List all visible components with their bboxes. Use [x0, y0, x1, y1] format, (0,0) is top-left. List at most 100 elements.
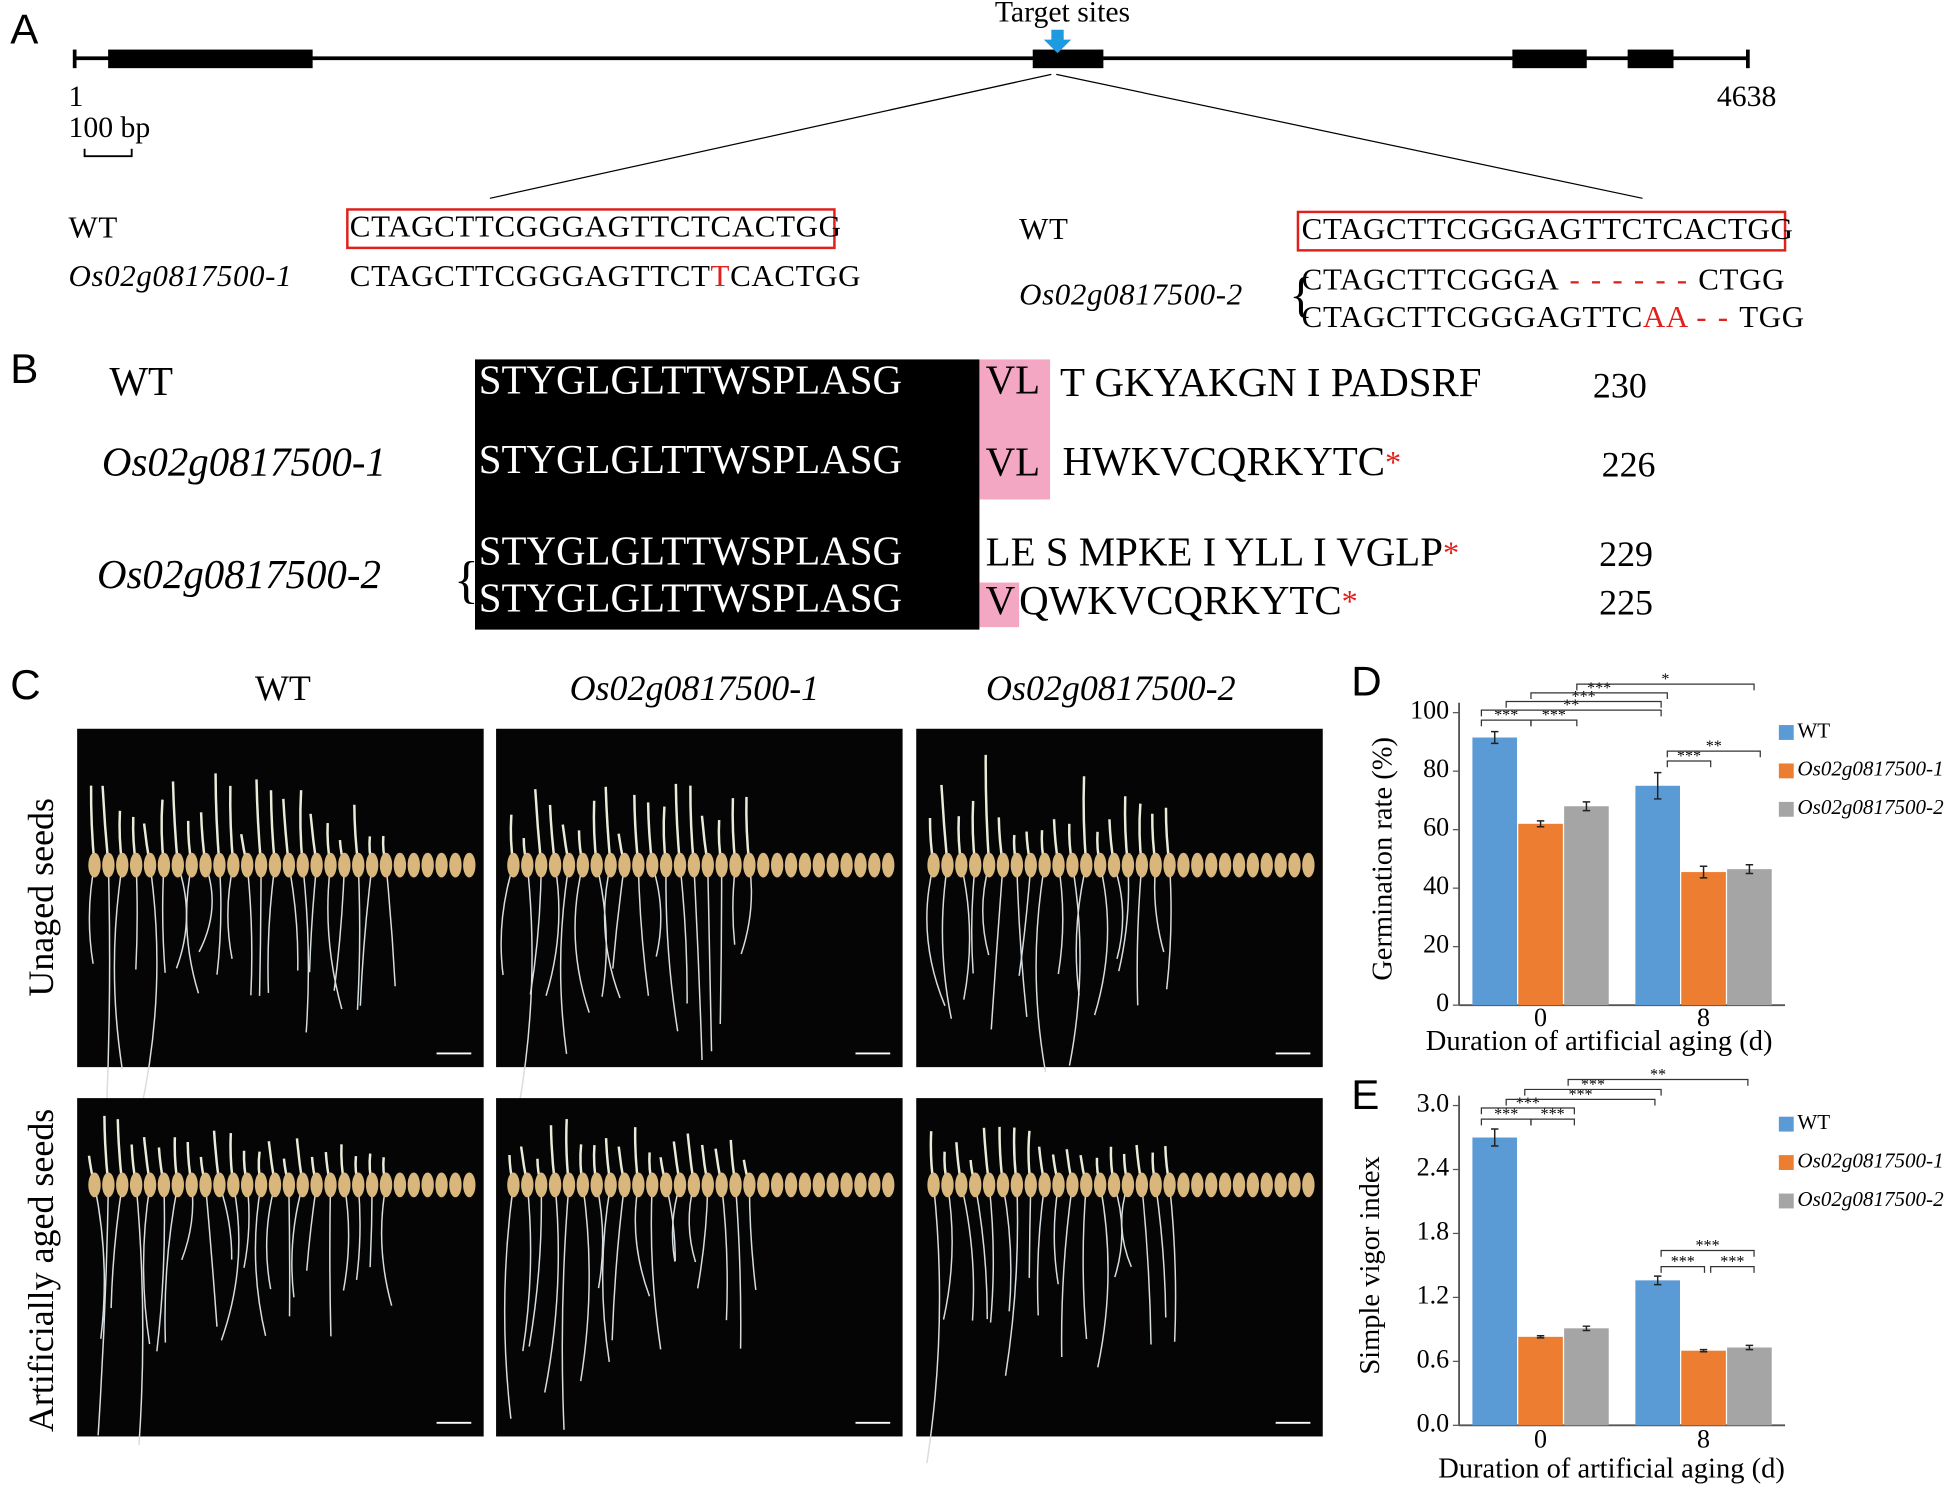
- error-bar: [1653, 1275, 1662, 1286]
- error-bar: [1582, 1325, 1591, 1332]
- seq-part: QWKVCQRKYTC: [1019, 578, 1342, 623]
- seq-rest: HWKVCQRKYTC*: [1062, 439, 1401, 484]
- seed: [379, 852, 393, 878]
- root: [135, 1184, 144, 1446]
- seed: [199, 1172, 212, 1198]
- root: [1035, 864, 1047, 1073]
- root: [693, 865, 703, 1061]
- stop: *: [1342, 583, 1358, 619]
- seed: [1149, 852, 1162, 878]
- seed: [435, 852, 448, 878]
- root: [1002, 1184, 1012, 1312]
- seed: [969, 852, 982, 878]
- seed: [116, 852, 129, 878]
- column-label: WT: [255, 668, 311, 708]
- legend-label: Os02g0817500-2: [1797, 795, 1944, 819]
- significance-bracket: [1710, 1266, 1755, 1273]
- legend-swatch: [1778, 1116, 1794, 1132]
- root: [960, 864, 971, 1000]
- root: [327, 865, 343, 1010]
- wt-label: WT: [68, 210, 117, 245]
- seed: [213, 852, 226, 878]
- seed: [969, 1172, 982, 1198]
- scale-label: 100 bp: [68, 111, 150, 144]
- root: [267, 865, 276, 993]
- seed: [241, 852, 254, 878]
- root: [288, 1184, 291, 1317]
- root: [1075, 864, 1087, 996]
- seed: [1218, 852, 1232, 878]
- seq-deletion: ------: [1569, 262, 1698, 297]
- seq-part: HWKVCQRKYTC: [1062, 439, 1385, 484]
- gene-start: 1: [68, 80, 83, 113]
- seed: [463, 1172, 476, 1198]
- significance-bracket: [1530, 719, 1578, 727]
- photo: [916, 728, 1323, 1068]
- seed: [868, 1172, 881, 1198]
- root: [1036, 1184, 1046, 1316]
- seed: [1288, 1172, 1301, 1198]
- highlight-block: [979, 582, 1020, 628]
- seed: [840, 852, 853, 878]
- seed: [379, 1172, 393, 1198]
- seed: [854, 1172, 867, 1198]
- photo: [77, 1098, 484, 1437]
- row-label: Artificially aged seeds: [21, 1109, 61, 1432]
- panel-letter: A: [10, 5, 39, 52]
- root: [220, 1184, 240, 1341]
- seed: [632, 1172, 645, 1198]
- photo: [916, 1098, 1323, 1437]
- bar: [1635, 785, 1681, 1006]
- seed: [646, 852, 659, 878]
- seed: [1163, 1172, 1176, 1198]
- root: [990, 865, 1004, 1030]
- seed: [1177, 1172, 1190, 1198]
- seed: [534, 1172, 548, 1198]
- seed: [1260, 1172, 1273, 1198]
- x-axis-label: Duration of artificial aging (d): [1438, 1454, 1785, 1485]
- seed: [393, 1172, 407, 1198]
- root: [385, 865, 396, 987]
- seed: [812, 852, 826, 878]
- seed: [784, 852, 798, 878]
- root: [1068, 864, 1081, 1066]
- y-tick-label: 80: [1423, 754, 1449, 783]
- root: [974, 1184, 988, 1320]
- root: [942, 1184, 953, 1320]
- seed: [729, 1172, 742, 1198]
- seed: [927, 852, 940, 878]
- root: [595, 864, 608, 997]
- seed: [659, 1172, 673, 1198]
- highlight-block: [979, 359, 1051, 500]
- seed: [352, 1172, 365, 1198]
- seed: [1274, 852, 1287, 878]
- seed: [618, 1172, 631, 1198]
- legend-label: Os02g0817500-1: [1797, 1148, 1943, 1172]
- seq-insertion: T: [711, 258, 731, 293]
- significance-label: *: [1661, 671, 1669, 688]
- legend-swatch: [1778, 1193, 1794, 1209]
- seed: [352, 852, 365, 878]
- seed: [729, 852, 742, 878]
- seq-part: CTAGCTTCGGGAGTTCTCAC: [1302, 211, 1728, 246]
- seed: [548, 1172, 562, 1198]
- legend-label: WT: [1797, 718, 1830, 742]
- row-label: Os02g0817500-2: [97, 552, 381, 597]
- seq-part: TGG: [1739, 299, 1805, 334]
- root: [1141, 1184, 1152, 1345]
- seed: [757, 1172, 770, 1198]
- error-bar: [1699, 865, 1708, 879]
- significance-label: ***: [1516, 1095, 1540, 1112]
- seed: [1010, 1172, 1024, 1198]
- root: [637, 865, 650, 996]
- seed: [449, 852, 462, 878]
- seed: [1052, 1172, 1065, 1198]
- seed: [268, 1172, 282, 1198]
- significance-bracket: [1576, 683, 1755, 691]
- conserved-seq: STYGLGLTTWSPLASG: [479, 529, 902, 574]
- root: [110, 1184, 124, 1309]
- seed: [784, 1172, 798, 1198]
- legend-swatch: [1778, 801, 1794, 817]
- root: [544, 1184, 560, 1393]
- bar: [1635, 1280, 1681, 1426]
